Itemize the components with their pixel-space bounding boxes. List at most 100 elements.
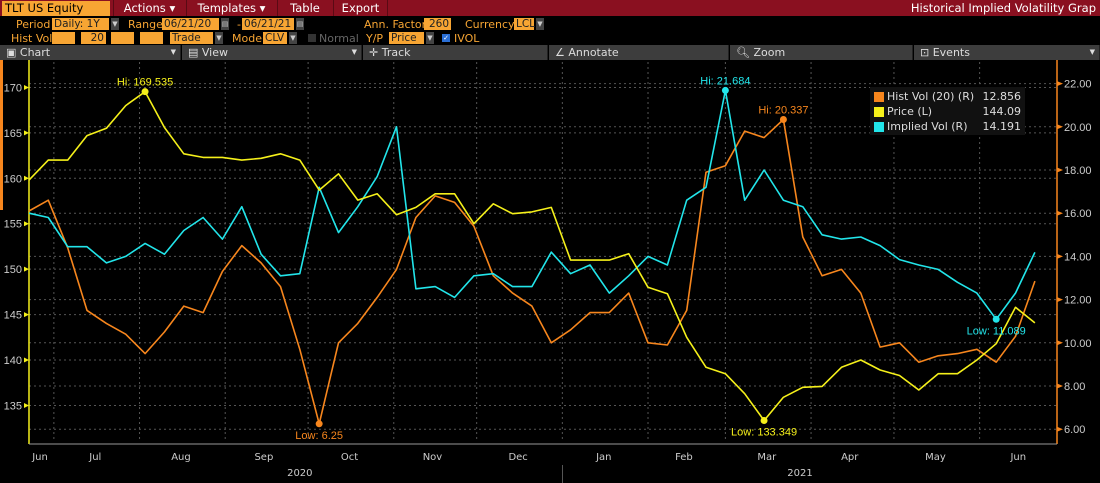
month-label: Dec [508,452,528,463]
model-select[interactable]: CLV [263,32,287,44]
pencil-icon: ∠ [555,46,569,59]
tick-marker [24,84,29,90]
events-menu[interactable]: ⊡ Events ▼ [914,45,1100,60]
series-line-price-l- [28,90,1036,422]
year-label: 2021 [787,468,813,479]
normal-checkbox[interactable] [308,34,316,42]
chart-menu[interactable]: ▣ Chart ▼ [0,45,181,60]
month-label: Feb [675,452,693,463]
extreme-label: Hi: 169.535 [117,77,173,89]
right-tick-label: 18.00 [1064,165,1092,177]
page-title: Historical Implied Volatility Grap [910,1,1096,15]
ivol-checkbox[interactable]: ✓ [442,34,450,42]
tick-marker [1057,426,1063,432]
currency-label: Currency [465,18,515,31]
right-tick-label: 12.00 [1064,295,1092,307]
trade-select[interactable]: Trade [170,32,213,44]
yp-select[interactable]: Price [389,32,424,44]
track-label: Track [381,46,411,59]
extreme-marker [315,420,323,428]
annotate-label: Annotate [568,46,619,59]
period-select[interactable]: Daily: 1Y [52,18,109,30]
tick-marker [1057,81,1063,87]
hist-vol-field-1[interactable] [52,32,75,44]
chart-menu-label: Chart [19,46,51,59]
annotate-button[interactable]: ∠ Annotate [549,45,729,60]
export-menu[interactable]: Export [333,0,388,16]
calendar-icon[interactable]: ▤ [296,18,304,30]
hist-vol-field-4[interactable] [140,32,163,44]
left-tick-label: 140 [4,355,22,367]
month-label: Aug [171,452,191,463]
ivol-label: IVOL [454,32,480,45]
tick-marker [24,312,29,318]
table-menu[interactable]: Table [277,0,332,16]
tick-marker [24,175,29,181]
extreme-marker [141,88,149,96]
right-tick-label: 10.00 [1064,338,1092,350]
range-label: Range [128,18,163,31]
year-separator [562,465,564,483]
month-label: Sep [254,452,274,463]
range-start-field[interactable]: 06/21/20 [162,18,219,30]
templates-menu[interactable]: Templates ▾ [186,0,276,16]
month-label: Jun [32,452,48,463]
track-button[interactable]: ✛ Track [363,45,548,60]
chevron-down-icon[interactable]: ▼ [111,18,119,30]
yp-label: Y/P [366,32,384,45]
tick-marker [1057,253,1063,259]
left-tick-label: 160 [4,173,22,185]
month-label: May [925,452,946,463]
period-label: Period [16,18,51,31]
chevron-down-icon[interactable]: ▼ [289,32,297,44]
tick-marker [24,402,29,408]
ticker-field[interactable]: TLT US Equity [2,1,110,16]
left-tick-label: 150 [4,264,22,276]
actions-menu[interactable]: Actions ▾ [113,0,185,16]
month-label: Jul [89,452,102,463]
range-separator: - [237,18,241,31]
year-label: 2020 [287,468,313,479]
ann-factor-field[interactable]: 260 [424,18,451,30]
view-menu-label: View [201,46,228,59]
zoom-button[interactable]: 🔍︎ Zoom [730,45,913,60]
tick-marker [1057,383,1063,389]
calendar-icon[interactable]: ▤ [221,18,229,30]
currency-select[interactable]: LCL [514,18,536,30]
tick-marker [24,357,29,363]
series-line-hist-vol-r- [28,118,1036,425]
view-menu[interactable]: ▤ View ▼ [182,45,362,60]
chevron-down-icon[interactable]: ▼ [536,18,544,30]
model-label: Model [232,32,266,45]
extreme-marker [760,416,768,424]
month-label: Jun [1010,452,1027,463]
volatility-chart[interactable]: 170 165 160 155 150 145 140 135 22.00 20.00 18.00 1… [0,60,1100,483]
extreme-label: Hi: 20.337 [758,105,808,117]
legend-item-price: Price (L) 144.09 [874,104,1021,119]
events-icon: ⊡ [920,46,933,59]
hist-vol-label: Hist Vol [11,32,53,45]
hist-vol-field-3[interactable] [111,32,134,44]
hist-vol-window-field[interactable]: 20 [81,32,106,44]
range-end-field[interactable]: 06/21/21 [242,18,294,30]
tick-marker [1057,124,1063,130]
tick-marker [1057,167,1063,173]
tick-marker [24,130,29,136]
legend-name: Price (L) [887,105,933,118]
month-label: Apr [841,452,859,463]
right-tick-label: 14.00 [1064,251,1092,263]
swatch-icon [874,121,884,132]
tick-marker [1057,297,1063,303]
right-tick-label: 20.00 [1064,122,1092,134]
events-label: Events [932,46,970,59]
side-marker [0,60,3,210]
swatch-icon [874,91,884,102]
extreme-label: Low: 133.349 [731,426,797,438]
top-bar: TLT US Equity Actions ▾ Templates ▾ Tabl… [0,0,1100,16]
legend-name: Implied Vol (R) [887,120,968,133]
legend-value: 14.191 [982,120,1022,133]
chevron-down-icon[interactable]: ▼ [215,32,223,44]
chevron-down-icon[interactable]: ▼ [426,32,434,44]
right-tick-label: 16.00 [1064,208,1092,220]
legend-item-implied-vol: Implied Vol (R) 14.191 [874,119,1021,134]
